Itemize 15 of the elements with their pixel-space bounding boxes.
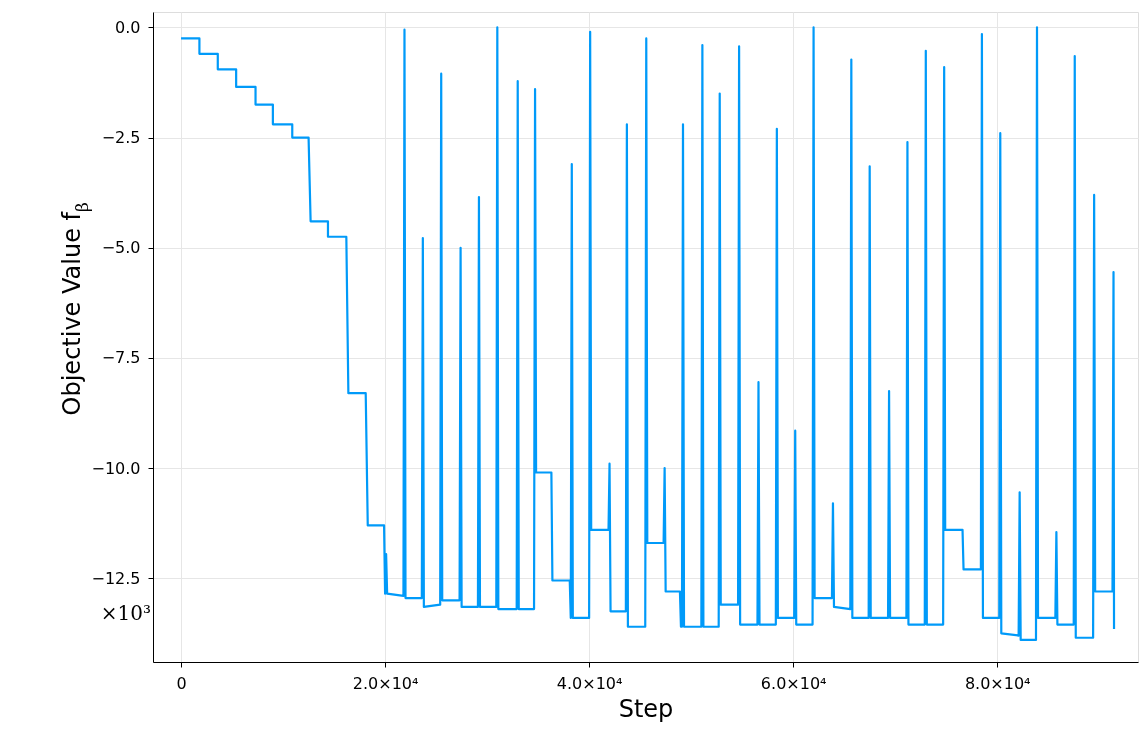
x-tick-label: 4.0×10⁴: [556, 673, 623, 693]
x-tick-label: 6.0×10⁴: [760, 673, 827, 693]
line-series: [179, 26, 1116, 642]
x-tick-label: 8.0×10⁴: [964, 673, 1031, 693]
y-tick-label: −2.5: [101, 128, 141, 148]
y-tick-label: 0.0: [115, 17, 141, 37]
x-tick-label: 2.0×10⁴: [352, 673, 419, 693]
text: ×10³: [100, 600, 151, 625]
y-tick-label: −5.0: [101, 238, 141, 258]
x-tick-label: 0: [176, 673, 187, 693]
x-axis-title: Step: [618, 694, 674, 723]
y-tick-label: −10.0: [91, 458, 141, 478]
y-axis-title: Objective Value fβ: [58, 202, 92, 416]
y-tick-label: −12.5: [91, 568, 141, 588]
y-tick-label: −7.5: [101, 348, 141, 368]
